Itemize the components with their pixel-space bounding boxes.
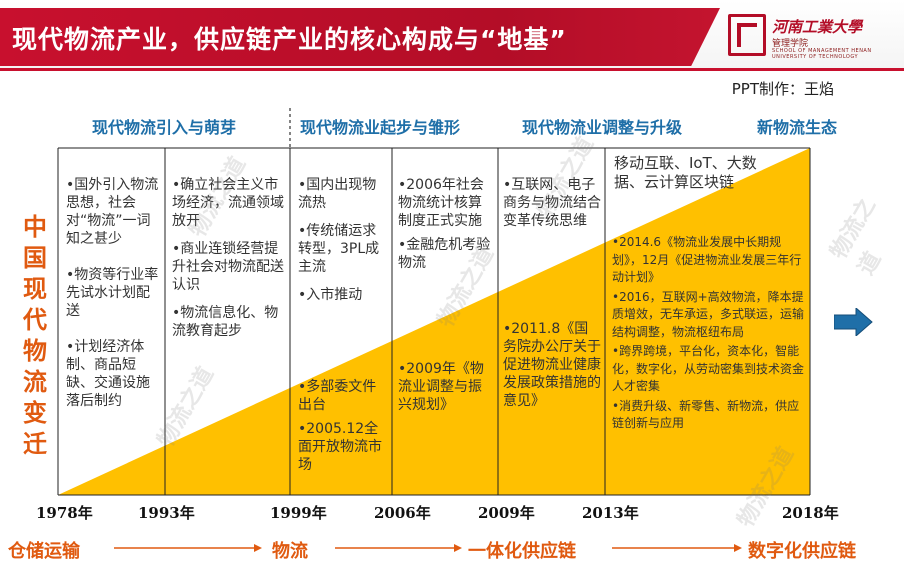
list-item: •金融危机考验物流 <box>398 237 491 271</box>
stage-label: 一体化供应链 <box>468 541 576 562</box>
stage-label: 数字化供应链 <box>748 541 856 562</box>
university-name: 河南工業大學 <box>772 18 863 36</box>
stage-arrows <box>114 544 742 552</box>
column-lines <box>57 147 811 496</box>
list-item: •物流信息化、物流教育起步 <box>172 305 279 339</box>
column-2: •确立社会主义市场经济，流通领域放开 •商业连锁经营提升社会对物流配送认识 •物… <box>172 176 284 340</box>
growth-triangle <box>58 148 810 495</box>
list-item: •跨界跨境，平台化，资本化，智能化，数字化，从劳动密集到技术资金人才密集 <box>612 344 805 393</box>
list-item: •2014.6《物流业发展中长期规划》，12月《促进物流业发展三年行动计划》 <box>612 235 802 284</box>
vertical-title: 中 国 现 代 物 流 变 迁 <box>22 212 48 460</box>
year-label: 1993年 <box>138 504 195 522</box>
vertical-title-char: 国 <box>23 244 47 272</box>
header-divider <box>0 68 904 71</box>
right-arrow-icon <box>834 308 873 336</box>
title-bar <box>0 8 720 66</box>
stage-label: 物流 <box>272 541 308 562</box>
year-label: 2018年 <box>782 504 839 522</box>
column-4-bottom: •2009年《物流业调整与振兴规划》 <box>398 360 492 414</box>
list-item: •2005.12全面开放物流市场 <box>298 421 382 473</box>
year-label: 1999年 <box>270 504 327 522</box>
school-name: 管理学院 <box>772 39 809 49</box>
credit-text: PPT制作：王焰 <box>731 80 834 98</box>
column-6-top: 移动互联、IoT、大数据、云计算区块链 <box>614 154 780 192</box>
list-item: •商业连锁经营提升社会对物流配送认识 <box>172 241 284 293</box>
list-item: •多部委文件出台 <box>298 379 377 413</box>
phase-4-heading: 新物流生态 <box>757 118 838 137</box>
vertical-title-char: 流 <box>23 368 47 396</box>
list-item: •国内出现物流热 <box>298 177 377 211</box>
list-item: •计划经济体制、商品短缺、交通设施落后制约 <box>66 339 150 409</box>
column-3-bottom: •多部委文件出台 •2005.12全面开放物流市场 <box>298 378 386 474</box>
list-item: •2006年社会物流统计核算制度正式实施 <box>398 177 484 229</box>
year-label: 2013年 <box>582 504 639 522</box>
slide-title: 现代物流产业，供应链产业的核心构成与“地基” <box>12 25 567 54</box>
column-4-top: •2006年社会物流统计核算制度正式实施 •金融危机考验物流 <box>398 176 494 272</box>
phase-2-heading: 现代物流业起步与雏形 <box>300 118 461 137</box>
column-1: •国外引入物流思想，社会对“物流”一词知之甚少 •物资等行业率先试水计划配送 •… <box>66 176 162 410</box>
vertical-title-char: 变 <box>23 399 47 427</box>
list-item: •确立社会主义市场经济，流通领域放开 <box>172 177 284 229</box>
list-item: •互联网、电子商务与物流结合变革传统思维 <box>503 177 601 229</box>
university-logo-icon <box>728 14 766 56</box>
school-name-en: SCHOOL OF MANAGEMENT HENAN UNIVERSITY OF… <box>772 48 872 60</box>
vertical-title-char: 现 <box>23 275 47 303</box>
list-item: •2009年《物流业调整与振兴规划》 <box>398 361 484 413</box>
list-item: •消费升级、新零售、新物流，供应链创新与应用 <box>612 398 800 431</box>
list-item: •入市推动 <box>298 287 363 303</box>
year-label: 2009年 <box>478 504 535 522</box>
column-5-bottom: •2011.8《国务院办公厅关于促进物流业健康发展政策措施的意见》 <box>503 320 601 410</box>
list-item: •国外引入物流思想，社会对“物流”一词知之甚少 <box>66 177 159 247</box>
list-item: •2016，互联网+高效物流，降本提质增效，无车承运，多式联运，运输结构调整，物… <box>612 289 805 339</box>
vertical-title-char: 中 <box>23 213 47 241</box>
column-6-bottom: •2014.6《物流业发展中长期规划》，12月《促进物流业发展三年行动计划》 •… <box>612 234 804 433</box>
column-5-top: •互联网、电子商务与物流结合变革传统思维 <box>503 176 601 230</box>
list-item: •传统储运求转型，3PL成主流 <box>298 223 380 275</box>
stage-label: 仓储运输 <box>8 541 80 562</box>
phase-1-heading: 现代物流引入与萌芽 <box>92 118 237 137</box>
vertical-title-char: 物 <box>23 337 47 365</box>
header: 现代物流产业，供应链产业的核心构成与“地基” 河南工業大學 管理学院 SCHOO… <box>0 0 904 70</box>
year-label: 1978年 <box>36 504 93 522</box>
vertical-title-char: 代 <box>23 306 47 334</box>
list-item: •2011.8《国务院办公厅关于促进物流业健康发展政策措施的意见》 <box>503 321 601 409</box>
column-3-top: •国内出现物流热 •传统储运求转型，3PL成主流 •入市推动 <box>298 176 384 304</box>
list-item: 移动互联、IoT、大数据、云计算区块链 <box>614 154 757 191</box>
phase-3-heading: 现代物流业调整与升级 <box>522 118 683 137</box>
vertical-title-char: 迁 <box>23 430 47 458</box>
list-item: •物资等行业率先试水计划配送 <box>66 267 159 319</box>
year-label: 2006年 <box>374 504 431 522</box>
